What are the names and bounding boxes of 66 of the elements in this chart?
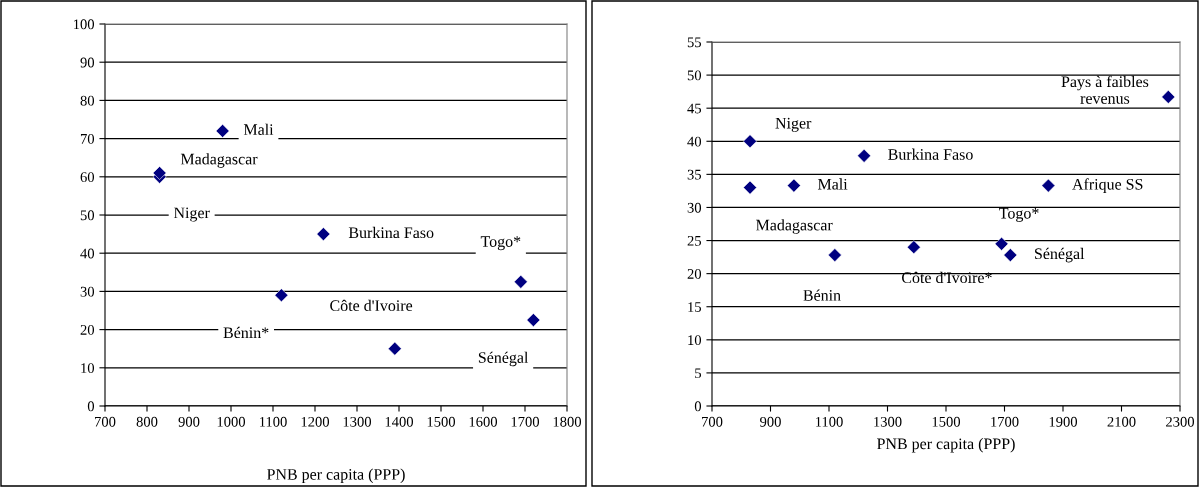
x-tick-label: 1300 <box>343 416 372 427</box>
x-tick-label: 1500 <box>932 416 961 427</box>
y-tick-label: 0 <box>694 401 702 412</box>
y-tick-label: 0 <box>87 401 95 412</box>
y-tick-label: 20 <box>80 324 95 335</box>
x-axis-title: PNB per capita (PPP) <box>877 437 1015 453</box>
x-tick-label: 700 <box>95 416 116 427</box>
annotation: Burkina Faso <box>348 226 434 239</box>
y-tick-label: 5 <box>695 368 702 379</box>
annotation: Madagascar <box>756 219 833 234</box>
y-tick-label: 80 <box>80 95 95 106</box>
y-tick-label: 100 <box>73 19 95 30</box>
y-tick-label: 30 <box>687 202 702 213</box>
annotation: Madagascar <box>180 153 258 168</box>
x-tick-label: 2300 <box>1166 416 1195 427</box>
x-tick-label: 1800 <box>553 416 582 427</box>
annotation: Togo* <box>480 236 521 251</box>
annotation: Bénin* <box>223 326 269 339</box>
y-tick-label: 40 <box>687 136 702 147</box>
y-tick-label: 50 <box>687 70 702 81</box>
annotation: Afrique SS <box>1072 178 1143 193</box>
x-tick-label: 2100 <box>1107 416 1136 427</box>
annotation: Pays à faibles revenus <box>1061 75 1149 104</box>
y-tick-label: 70 <box>80 133 95 144</box>
y-tick-label: 40 <box>80 248 95 259</box>
y-tick-label: 10 <box>81 363 95 373</box>
x-tick-label: 1300 <box>874 416 902 427</box>
x-tick-label: 1700 <box>991 416 1019 427</box>
x-tick-label: 1100 <box>259 416 287 427</box>
y-tick-label: 15 <box>688 302 702 312</box>
annotation: Mali <box>817 178 848 190</box>
x-tick-label: 800 <box>136 416 158 427</box>
annotation: Togo* <box>999 208 1039 222</box>
y-tick-label: 55 <box>687 37 702 48</box>
x-tick-label: 1600 <box>469 416 498 427</box>
y-tick-label: 50 <box>80 210 95 221</box>
x-tick-label: 700 <box>702 416 723 427</box>
x-tick-label: 900 <box>760 416 781 427</box>
y-tick-label: 90 <box>80 57 95 68</box>
x-tick-label: 1900 <box>1049 416 1078 427</box>
annotation: Sénégal <box>478 351 529 367</box>
annotation: Niger <box>173 207 210 222</box>
annotation: Sénégal <box>1035 247 1085 263</box>
y-tick-label: 35 <box>687 169 702 180</box>
x-tick-label: 1400 <box>385 416 414 427</box>
annotation: Burkina Faso <box>888 148 973 160</box>
y-tick-label: 10 <box>688 335 702 346</box>
y-tick-label: 20 <box>687 269 702 279</box>
y-tick-label: 45 <box>687 103 702 114</box>
x-tick-label: 1200 <box>301 416 330 427</box>
point <box>152 166 167 180</box>
y-tick-label: 60 <box>80 172 95 182</box>
x-tick-label: 1000 <box>217 416 246 427</box>
y-tick-label: 25 <box>687 235 702 246</box>
point <box>387 341 402 356</box>
y-tick-label: 30 <box>80 286 95 297</box>
x-axis-title: PNB per capita (PPP) <box>267 468 405 484</box>
x-tick-label: 900 <box>178 416 200 427</box>
annotation: Bénin <box>803 289 841 301</box>
annotation: Niger <box>775 117 812 132</box>
x-tick-label: 1500 <box>427 416 456 427</box>
annotation: Côte d'Ivoire <box>330 299 413 312</box>
x-tick-label: 1100 <box>815 416 843 427</box>
x-tick-label: 1700 <box>511 416 540 427</box>
point <box>994 236 1009 251</box>
annotation: Mali <box>243 123 274 135</box>
